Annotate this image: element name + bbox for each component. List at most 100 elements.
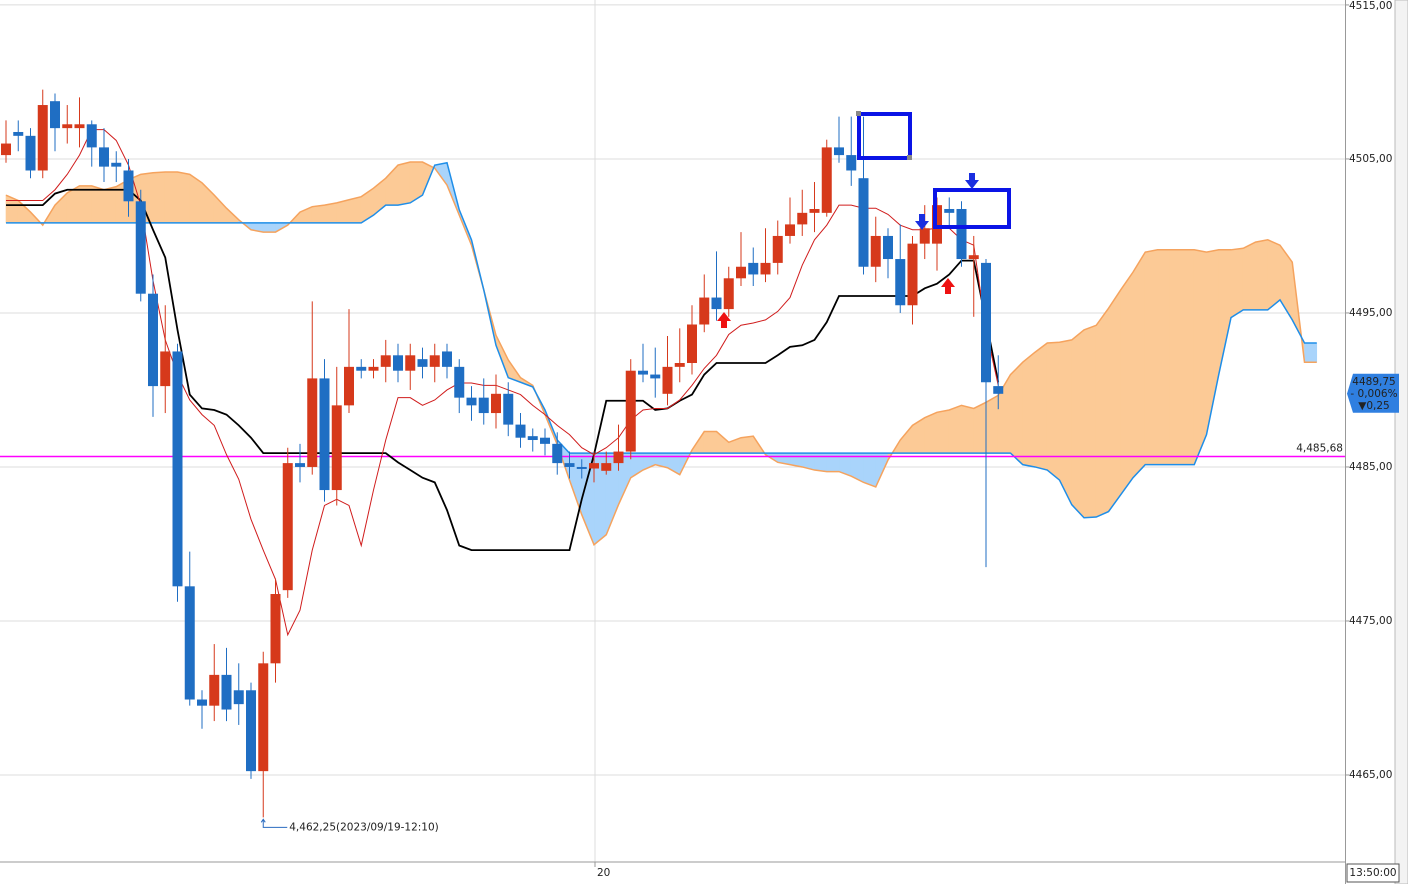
y-tick-label: 4505,00 — [1349, 153, 1392, 165]
cloud-fill — [324, 202, 338, 224]
candle-body — [478, 397, 489, 414]
candle-body — [74, 124, 85, 129]
cloud-fill — [1242, 241, 1256, 311]
candle-body — [785, 224, 795, 236]
y-tick-label: 4475,00 — [1349, 615, 1392, 627]
cloud-fill — [1193, 249, 1207, 465]
candle-body — [748, 262, 759, 275]
candle-body — [270, 594, 281, 664]
candle-body — [184, 586, 195, 700]
candle-body — [393, 355, 403, 371]
sell-arrow — [965, 173, 979, 189]
candle-body — [417, 359, 428, 367]
annotations — [717, 111, 1011, 328]
candle-body — [491, 393, 501, 414]
candle-body — [99, 147, 109, 167]
current-change: - 0,006% — [1350, 388, 1397, 400]
candle-body — [944, 208, 955, 213]
cloud-fill — [961, 404, 975, 454]
candle-body — [135, 201, 146, 294]
current-delta: ▼0,25 — [1358, 400, 1389, 412]
candle-body — [613, 451, 624, 464]
reference-label: 4,485,68 — [1296, 442, 1343, 454]
candle-body — [503, 393, 514, 425]
sell-arrow — [915, 214, 929, 230]
cloud-fill — [740, 435, 754, 454]
candle-body — [209, 674, 220, 706]
candle-body — [650, 374, 661, 379]
candle-body — [907, 243, 918, 306]
candle-body — [123, 170, 134, 202]
label-layer: 4465,00 4475,00 4485,00 4495,00 4505,00 4515,… — [260, 0, 1400, 883]
candle-body — [258, 663, 269, 772]
cloud-fill — [1010, 361, 1024, 466]
candle-body — [968, 255, 979, 260]
cloud-fill — [985, 394, 999, 454]
highlight-box — [933, 188, 1011, 229]
candle-body — [111, 162, 122, 167]
candle-body — [601, 463, 612, 471]
cloud-fill — [1157, 249, 1171, 465]
cloud-fill — [348, 196, 362, 224]
indicator-line — [6, 129, 999, 637]
low-note-label: 4,462,25(2023/09/19-12:10) — [289, 821, 439, 833]
current-price-box — [1347, 373, 1399, 413]
cloud-fill — [1083, 324, 1097, 519]
candle-body — [368, 366, 379, 371]
cloud-fill — [936, 409, 950, 454]
candle-body — [772, 235, 783, 263]
candle-body — [919, 228, 930, 244]
candle-body — [895, 259, 906, 306]
candle-body — [148, 293, 158, 387]
candle-body — [172, 351, 183, 587]
candle-body — [723, 278, 734, 310]
candle-body — [540, 437, 550, 444]
candle-body — [429, 355, 440, 367]
candle-body — [625, 370, 636, 452]
candle-body — [515, 424, 526, 438]
candle-body — [674, 363, 685, 367]
cloud-fill — [91, 185, 105, 224]
cloud-fill — [336, 199, 350, 224]
cloud-layer — [5, 161, 1318, 546]
candle-body — [809, 208, 820, 213]
cloud-fill — [1022, 351, 1036, 468]
candle-body — [221, 674, 232, 710]
candle-body — [797, 212, 808, 225]
candle-body — [295, 463, 305, 467]
candle-body — [454, 366, 465, 398]
cloud-fill — [1059, 339, 1073, 505]
candle-body — [86, 124, 97, 148]
current-price: 4489,75 — [1352, 376, 1395, 388]
candle-body — [883, 235, 893, 260]
candle-body — [638, 370, 648, 375]
cloud-fill — [311, 204, 325, 224]
cloud-fill — [1267, 239, 1281, 311]
y-tick-label: 4515,00 — [1349, 0, 1392, 12]
cloud-fill — [1120, 271, 1134, 496]
cloud-fill — [103, 186, 117, 224]
side-strip — [1394, 0, 1408, 884]
candle-body — [466, 397, 477, 406]
candle-body — [331, 405, 342, 491]
candle-body — [564, 463, 575, 467]
cloud-fill — [1169, 249, 1183, 465]
indicator-line — [6, 188, 1000, 552]
candle-body — [821, 147, 832, 213]
candle-body — [956, 208, 967, 260]
candle-body — [846, 155, 857, 171]
candle-body — [50, 101, 60, 129]
candle-body — [233, 690, 244, 705]
candle-body — [380, 355, 391, 367]
cloud-fill — [152, 171, 166, 224]
y-tick-label: 4485,00 — [1349, 461, 1392, 473]
candle-body — [356, 366, 367, 371]
candle-body — [197, 699, 207, 706]
cloud-span-line — [5, 161, 1317, 546]
buy-arrow — [941, 278, 955, 294]
candle-body — [711, 297, 722, 310]
y-tick-label: 4465,00 — [1349, 769, 1392, 781]
y-tick-label: 4495,00 — [1349, 307, 1392, 319]
cloud-span-line — [6, 161, 1317, 519]
